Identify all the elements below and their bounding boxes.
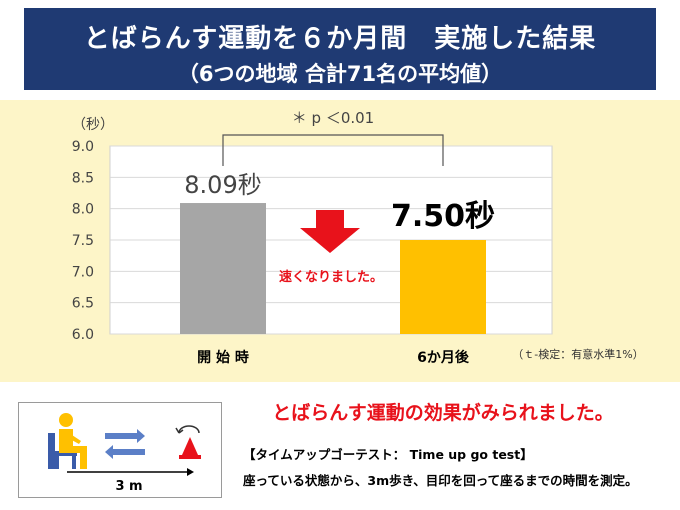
y-axis-label: （秒） bbox=[72, 117, 114, 133]
page-title: とばらんす運動を６か月間 実施した結果 bbox=[83, 24, 597, 54]
distance-line bbox=[67, 468, 194, 476]
data-label-6months: 7.50秒 bbox=[391, 199, 495, 234]
test-footnote: （ｔ-検定：有意水準1%） bbox=[512, 347, 643, 361]
cone-marker-icon bbox=[175, 425, 201, 459]
y-tick-label: 6.0 bbox=[72, 327, 94, 343]
arrow-caption: 速くなりました。 bbox=[279, 269, 383, 285]
test-title: 【タイムアップゴーテスト： Time up go test】 bbox=[243, 447, 533, 462]
bar-2 bbox=[400, 240, 486, 334]
data-label-start: 8.09秒 bbox=[184, 171, 261, 199]
title-banner: とばらんす運動を６か月間 実施した結果 （6つの地域 合計71名の平均値） bbox=[24, 8, 656, 90]
test-illustration: 3 m bbox=[18, 402, 222, 498]
x-tick-label: 6か月後 bbox=[417, 349, 470, 366]
y-tick-label: 6.5 bbox=[72, 296, 94, 312]
x-tick-label: 開 始 時 bbox=[197, 349, 249, 366]
y-tick-label: 9.0 bbox=[72, 139, 94, 155]
bar-1 bbox=[180, 203, 266, 334]
down-arrow-icon bbox=[300, 210, 360, 253]
test-description: 座っている状態から、3m歩き、目印を回って座るまでの時間を測定。 bbox=[243, 473, 638, 488]
bar-chart: 6.0 6.5 7.0 7.5 8.0 8.5 9.0 （秒） 開 始 時 6か月後 8.09秒 7.… bbox=[72, 109, 644, 366]
page-subtitle: （6つの地域 合計71名の平均値） bbox=[177, 62, 503, 86]
distance-label: 3 m bbox=[115, 479, 142, 494]
seated-person-icon bbox=[59, 413, 87, 469]
y-tick-label: 7.0 bbox=[72, 264, 94, 280]
significance-bracket bbox=[222, 134, 444, 166]
y-tick-label: 8.5 bbox=[72, 170, 94, 186]
chair-icon bbox=[48, 433, 77, 469]
back-and-forth-arrows-icon bbox=[105, 429, 145, 459]
significance-label: ＊ p ＜0.01 bbox=[292, 109, 374, 127]
result-message: とばらんす運動の効果がみられました。 bbox=[272, 402, 614, 424]
y-tick-label: 7.5 bbox=[72, 233, 94, 249]
y-tick-label: 8.0 bbox=[72, 202, 94, 218]
